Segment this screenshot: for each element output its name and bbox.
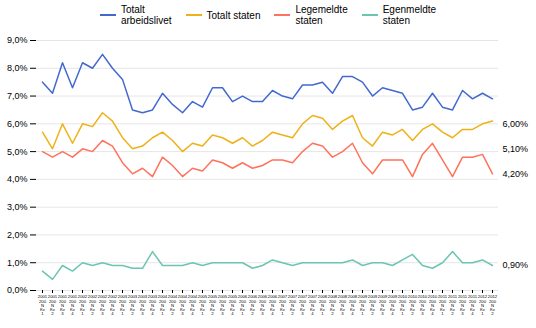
svg-text:2009200NKv4: 2009200NKv4: [388, 294, 398, 316]
svg-text:2010200NKv4: 2010200NKv4: [428, 294, 438, 316]
svg-text:2004200NKv2: 2004200NKv2: [168, 294, 178, 316]
svg-text:2002200NKv2: 2002200NKv2: [88, 294, 98, 316]
svg-text:6,0%: 6,0%: [7, 119, 28, 129]
svg-text:6,00%: 6,00%: [503, 119, 529, 129]
svg-text:2011200NKv4: 2011200NKv4: [468, 294, 478, 316]
svg-text:2005200NKv1: 2005200NKv1: [198, 294, 208, 316]
svg-text:2009200NKv1: 2009200NKv1: [358, 294, 368, 316]
svg-text:2007200NKv3: 2007200NKv3: [298, 294, 308, 316]
svg-text:2003200NKv1: 2003200NKv1: [118, 294, 128, 316]
html-text:Egenmeldte staten: Egenmeldte staten: [382, 4, 437, 26]
svg-text:2006200NKv4: 2006200NKv4: [268, 294, 278, 316]
svg-text:2008200NKv2: 2008200NKv2: [328, 294, 338, 316]
svg-text:2010200NKv2: 2010200NKv2: [408, 294, 418, 316]
svg-text:5,0%: 5,0%: [7, 146, 28, 156]
svg-text:2003200NKv4: 2003200NKv4: [148, 294, 158, 316]
svg-text:2003200NKv2: 2003200NKv2: [128, 294, 138, 316]
svg-text:2005200NKv4: 2005200NKv4: [228, 294, 238, 316]
svg-text:2008200NKv4: 2008200NKv4: [348, 294, 358, 316]
svg-text:3,0%: 3,0%: [7, 202, 28, 212]
svg-text:2003200NKv3: 2003200NKv3: [138, 294, 148, 316]
svg-text:2007200NKv2: 2007200NKv2: [288, 294, 298, 316]
svg-text:2002200NKv3: 2002200NKv3: [98, 294, 108, 316]
svg-text:2007200NKv1: 2007200NKv1: [278, 294, 288, 316]
svg-text:2,0%: 2,0%: [7, 230, 28, 240]
svg-text:2004200NKv1: 2004200NKv1: [158, 294, 168, 316]
svg-text:2006200NKv2: 2006200NKv2: [248, 294, 258, 316]
svg-text:0,0%: 0,0%: [7, 285, 28, 295]
svg-text:7,0%: 7,0%: [7, 91, 28, 101]
svg-text:5,10%: 5,10%: [503, 144, 529, 154]
svg-text:2012200NKv1: 2012200NKv1: [478, 294, 488, 316]
svg-text:2009200NKv2: 2009200NKv2: [368, 294, 378, 316]
svg-text:2005200NKv3: 2005200NKv3: [218, 294, 228, 316]
svg-text:2006200NKv1: 2006200NKv1: [238, 294, 248, 316]
svg-text:2001200NKv2: 2001200NKv2: [48, 294, 58, 316]
svg-text:8,0%: 8,0%: [7, 63, 28, 73]
html-text:Legemeldte staten: Legemeldte staten: [295, 4, 348, 26]
svg-text:2010200NKv1: 2010200NKv1: [398, 294, 408, 316]
svg-text:2008200NKv3: 2008200NKv3: [338, 294, 348, 316]
svg-text:2001200NKv4: 2001200NKv4: [68, 294, 78, 316]
svg-text:1,0%: 1,0%: [7, 258, 28, 268]
svg-text:4,20%: 4,20%: [503, 169, 529, 179]
svg-text:2012200NKv2: 2012200NKv2: [488, 294, 498, 316]
html-text:Totalt arbeidslivet: Totalt arbeidslivet: [120, 4, 172, 26]
svg-text:2001200NKv3: 2001200NKv3: [58, 294, 68, 316]
svg-text:2011200NKv2: 2011200NKv2: [448, 294, 458, 316]
svg-text:2001200NKv1: 2001200NKv1: [38, 294, 48, 316]
svg-text:2008200NKv1: 2008200NKv1: [318, 294, 328, 316]
svg-text:2004200NKv4: 2004200NKv4: [188, 294, 198, 316]
svg-text:2011200NKv3: 2011200NKv3: [458, 294, 468, 316]
svg-text:2002200NKv4: 2002200NKv4: [108, 294, 118, 316]
svg-text:9,0%: 9,0%: [7, 35, 28, 45]
svg-text:2006200NKv3: 2006200NKv3: [258, 294, 268, 316]
svg-text:4,0%: 4,0%: [7, 174, 28, 184]
svg-text:2010200NKv3: 2010200NKv3: [418, 294, 428, 316]
svg-text:2004200NKv3: 2004200NKv3: [178, 294, 188, 316]
svg-text:2007200NKv4: 2007200NKv4: [308, 294, 318, 316]
svg-text:2009200NKv3: 2009200NKv3: [378, 294, 388, 316]
svg-text:0,90%: 0,90%: [503, 260, 529, 270]
svg-text:2002200NKv1: 2002200NKv1: [78, 294, 88, 316]
html-text:Totalt staten: Totalt staten: [206, 9, 261, 21]
svg-text:2005200NKv2: 2005200NKv2: [208, 294, 218, 316]
svg-text:2011200NKv1: 2011200NKv1: [438, 294, 448, 316]
